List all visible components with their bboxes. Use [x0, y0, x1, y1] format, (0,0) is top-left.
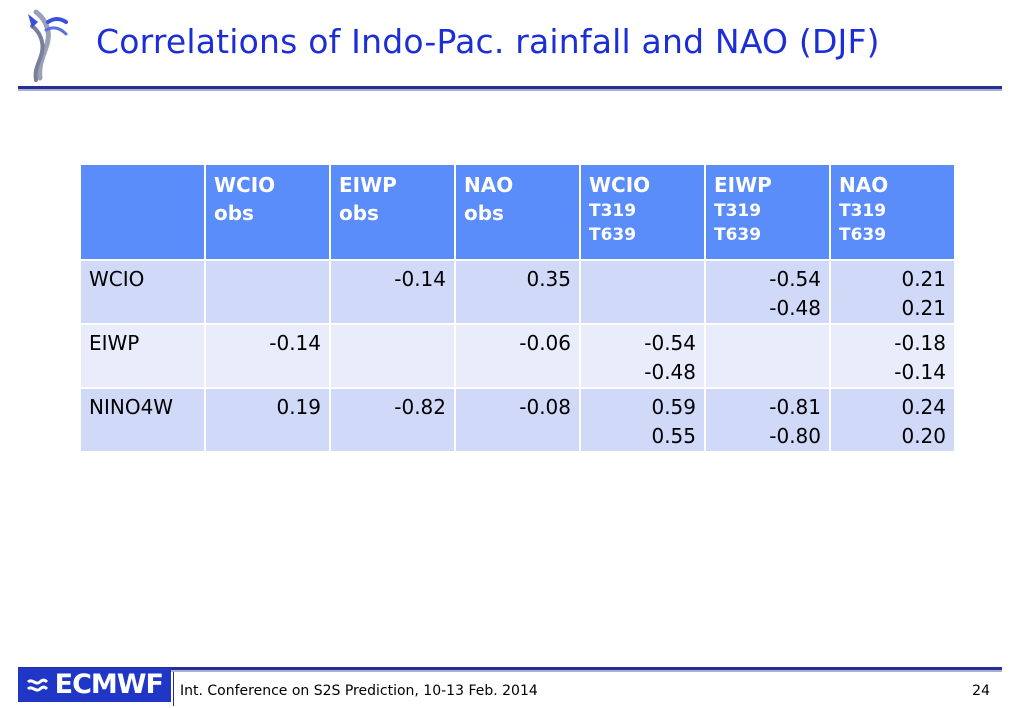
table-cell: 0.59 0.55 [579, 387, 706, 453]
cell-value: 0.20 [901, 424, 946, 448]
table-row: EIWP -0.14 -0.06 -0.54 -0.48 -0.18 -0.14 [79, 323, 956, 389]
cell-value: -0.54 [644, 331, 696, 355]
header-main-label: NAO [464, 173, 514, 197]
header-main-label: WCIO [214, 173, 276, 197]
header-sub-label: T319 [714, 201, 762, 221]
header-sub-label: T639 [839, 225, 887, 245]
table-cell: 0.35 [454, 259, 581, 325]
title-divider [18, 86, 1002, 91]
cell-value: -0.80 [769, 424, 821, 448]
table-cell: 0.21 0.21 [829, 259, 956, 325]
footer-separator [173, 672, 174, 706]
footer-conference-text: Int. Conference on S2S Prediction, 10-13… [180, 683, 538, 699]
cell-value: -0.54 [769, 267, 821, 291]
table-cell [329, 323, 456, 389]
table-cell: -0.14 [204, 323, 331, 389]
cell-value: -0.48 [644, 360, 696, 384]
header-sub-label: T319 [839, 201, 887, 221]
table-header-cell: EIWP T319 T639 [704, 163, 831, 261]
cell-value: 0.55 [651, 424, 696, 448]
table-cell: -0.81 -0.80 [704, 387, 831, 453]
header-main-label: NAO [839, 173, 889, 197]
page-number: 24 [972, 683, 990, 699]
header-main-label: EIWP [339, 173, 397, 197]
ecmwf-logo-text: ECMWF [54, 669, 164, 700]
table-header-cell: EIWP obs [329, 163, 456, 261]
header-main-label: EIWP [714, 173, 772, 197]
cell-value: -0.14 [894, 360, 946, 384]
cell-value: 0.21 [901, 296, 946, 320]
table-header-cell: NAO obs [454, 163, 581, 261]
table-cell [579, 259, 706, 325]
header-second-label: obs [464, 201, 504, 225]
cell-value: 0.35 [526, 267, 571, 291]
table-header-cell: WCIO T319 T639 [579, 163, 706, 261]
cell-value: -0.48 [769, 296, 821, 320]
cell-value: 0.24 [901, 395, 946, 419]
row-label: WCIO [79, 259, 206, 325]
header-second-label: obs [214, 201, 254, 225]
header-sub-label: T639 [714, 225, 762, 245]
table-cell: -0.54 -0.48 [579, 323, 706, 389]
header-second-label: obs [339, 201, 379, 225]
page-title: Correlations of Indo-Pac. rainfall and N… [96, 22, 880, 61]
cell-value: -0.82 [394, 395, 446, 419]
ecmwf-wave-icon [26, 678, 48, 692]
table-header-row: WCIO obs EIWP obs NAO obs WCIO T319 T639… [79, 163, 956, 261]
table-cell [204, 259, 331, 325]
correlation-table: WCIO obs EIWP obs NAO obs WCIO T319 T639… [79, 163, 956, 453]
header-sub-label: T639 [589, 225, 637, 245]
table-header-cell: NAO T319 T639 [829, 163, 956, 261]
header-main-label: WCIO [589, 173, 651, 197]
row-label: EIWP [79, 323, 206, 389]
table-cell: -0.54 -0.48 [704, 259, 831, 325]
cell-value: 0.59 [651, 395, 696, 419]
cell-value: -0.18 [894, 331, 946, 355]
table-cell: -0.82 [329, 387, 456, 453]
cell-value: -0.06 [519, 331, 571, 355]
table-header-cell: WCIO obs [204, 163, 331, 261]
header-sub-label: T319 [589, 201, 637, 221]
row-label: NINO4W [79, 387, 206, 453]
cell-value: -0.81 [769, 395, 821, 419]
table-cell: -0.06 [454, 323, 581, 389]
table-header-corner [79, 163, 206, 261]
ecmwf-logo: ECMWF [18, 668, 171, 702]
table-cell: -0.18 -0.14 [829, 323, 956, 389]
footer-divider [18, 667, 1002, 672]
cell-value: -0.14 [394, 267, 446, 291]
table-row: NINO4W 0.19 -0.82 -0.08 0.59 0.55 -0.81 … [79, 387, 956, 453]
cell-value: -0.08 [519, 395, 571, 419]
table-cell: 0.24 0.20 [829, 387, 956, 453]
cell-value: 0.21 [901, 267, 946, 291]
table-cell: 0.19 [204, 387, 331, 453]
cell-value: -0.14 [269, 331, 321, 355]
table-row: WCIO -0.14 0.35 -0.54 -0.48 0.21 0.21 [79, 259, 956, 325]
ecmwf-bird-logo-icon [28, 9, 68, 82]
table-cell [704, 323, 831, 389]
table-cell: -0.14 [329, 259, 456, 325]
table-cell: -0.08 [454, 387, 581, 453]
cell-value: 0.19 [276, 395, 321, 419]
